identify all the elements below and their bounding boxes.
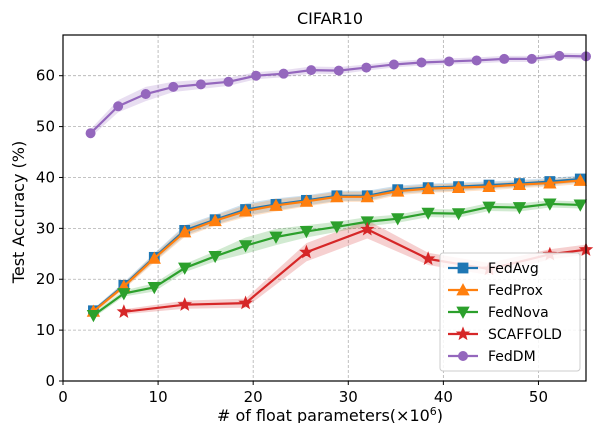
y-tick-label: 50	[36, 118, 55, 136]
x-axis-title: # of float parameters(×106)	[217, 405, 443, 423]
fednova-point	[299, 226, 314, 239]
feddm-point	[85, 128, 96, 139]
fedprox-point	[360, 189, 374, 203]
chart-title: CIFAR10	[297, 9, 363, 28]
x-axis-title-exponent: 6	[430, 405, 437, 418]
x-tick-label: 0	[58, 388, 68, 406]
scaffold-point	[177, 297, 192, 311]
x-axis-title-main: # of float parameters(×10	[217, 406, 430, 423]
fedprox-point	[330, 189, 344, 203]
fednova-point	[451, 208, 466, 221]
legend-box	[439, 252, 581, 372]
fedprox-point	[482, 179, 496, 193]
plot-area-frame	[62, 34, 587, 382]
feddm-point	[113, 101, 124, 112]
legend-swatch-marker	[455, 326, 471, 341]
legend-label: FedAvg	[488, 261, 539, 277]
legend-swatch-marker	[457, 350, 468, 361]
y-tick-label: 30	[36, 219, 55, 237]
fedprox-point	[451, 180, 466, 194]
feddm-point	[333, 65, 344, 76]
fednova-point	[208, 250, 222, 264]
feddm-confidence-band	[90, 52, 586, 138]
feddm-point	[416, 57, 427, 68]
feddm-point	[195, 79, 206, 90]
y-tick-label: 0	[45, 372, 55, 390]
fednova-point	[512, 202, 527, 215]
feddm-point	[388, 59, 399, 70]
legend: FedAvg FedProx FedNova SCAFFOLD FedDM	[439, 252, 581, 372]
feddm-point	[140, 89, 151, 100]
fedprox-point	[299, 194, 314, 207]
fednova-point	[421, 207, 435, 220]
fednova-point	[117, 288, 131, 301]
fednova-point	[330, 221, 344, 234]
fednova-point	[391, 213, 405, 226]
legend-label: FedNova	[488, 305, 549, 321]
feddm-point	[251, 70, 262, 81]
fednova-point	[269, 231, 283, 244]
fednova-point	[482, 201, 496, 214]
fedprox-point	[178, 225, 192, 238]
legend-label: FedDM	[488, 349, 536, 365]
feddm-point	[471, 55, 482, 66]
scaffold-point	[360, 221, 375, 236]
legend-entry-fedprox: FedProx	[448, 283, 543, 299]
legend-swatch-marker	[456, 283, 470, 296]
feddm-point	[223, 76, 234, 87]
feddm-point	[499, 53, 510, 64]
fednova-point	[147, 281, 161, 295]
x-tick-label: 50	[529, 388, 548, 406]
fedprox-point	[391, 184, 405, 197]
feddm-point	[526, 53, 537, 64]
feddm-series	[85, 50, 592, 139]
legend-entry-scaffold: SCAFFOLD	[448, 326, 562, 343]
feddm-point	[361, 62, 372, 73]
legend-entry-feddm: FedDM	[448, 349, 536, 365]
y-axis-title: Test Accuracy (%)	[9, 141, 28, 284]
legend-label: SCAFFOLD	[488, 327, 562, 343]
x-tick-label: 30	[339, 388, 358, 406]
fednova-point	[178, 262, 192, 275]
y-tick-label: 20	[36, 270, 55, 288]
axis-ticks: 0 10 20 30 40 50 0 10 20 30 40 50 60	[36, 67, 548, 406]
series-lines	[85, 50, 594, 323]
y-tick-label: 60	[36, 67, 55, 85]
legend-entry-fedavg: FedAvg	[448, 261, 539, 277]
fedprox-point	[208, 213, 222, 227]
fednova-point	[86, 309, 101, 323]
fedprox-point	[269, 198, 283, 211]
fedprox-point	[421, 181, 435, 195]
x-tick-label: 20	[244, 388, 263, 406]
feddm-point	[168, 81, 179, 92]
fednova-series	[86, 198, 587, 323]
fedprox-point	[238, 204, 253, 217]
legend-swatch-marker	[456, 306, 470, 319]
fednova-point	[543, 198, 557, 211]
y-tick-label: 40	[36, 168, 55, 186]
x-tick-label: 10	[149, 388, 168, 406]
fedprox-point	[573, 173, 587, 186]
fednova-point	[573, 199, 587, 212]
feddm-point	[554, 50, 565, 61]
legend-entry-fednova: FedNova	[448, 305, 549, 321]
scaffold-point	[299, 244, 314, 259]
x-tick-label: 40	[434, 388, 453, 406]
x-axis-title-close: )	[437, 406, 443, 423]
y-tick-label: 10	[36, 321, 55, 339]
legend-label: FedProx	[488, 283, 543, 299]
scaffold-point	[238, 295, 253, 310]
legend-swatch-marker	[457, 262, 469, 274]
scaffold-point	[420, 251, 436, 266]
feddm-point	[278, 68, 289, 79]
fednova-point	[238, 240, 253, 253]
fedprox-point	[147, 251, 161, 264]
fedprox-point	[543, 176, 557, 189]
feddm-point	[306, 65, 317, 76]
fedprox-point	[512, 177, 527, 190]
feddm-point	[444, 56, 455, 67]
scaffold-point	[116, 304, 132, 318]
